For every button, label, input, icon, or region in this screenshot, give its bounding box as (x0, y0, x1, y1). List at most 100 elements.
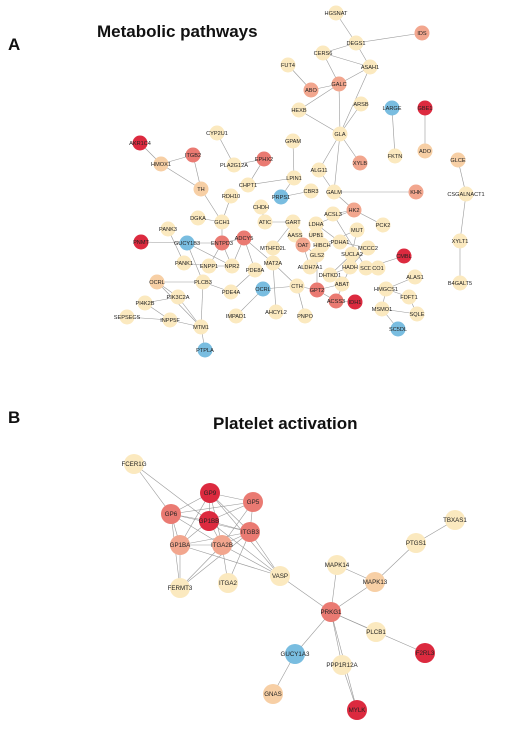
node-label: FKTN (388, 154, 403, 160)
node-label: HGSNAT (325, 11, 348, 17)
node-label: ABO (305, 88, 317, 94)
panel-title-b: Platelet activation (213, 414, 358, 433)
node-label: OCRL (149, 280, 165, 286)
node-label: FERMT3 (168, 585, 193, 592)
node-circle (311, 162, 327, 178)
node-gp9: GP9 (200, 483, 220, 503)
node-circle (352, 155, 368, 171)
node-label: GP6 (165, 511, 178, 518)
node-label: XYLT1 (452, 239, 469, 245)
node-label: PNPO (297, 314, 314, 320)
node-circle (212, 535, 232, 555)
node-circle (119, 309, 135, 325)
edge (298, 83, 340, 111)
node-circle (349, 222, 365, 238)
node-label: ITGB3 (241, 529, 259, 536)
node-label: PDHA1 (331, 240, 350, 246)
node-label: PLA2G12A (220, 163, 248, 169)
node-label: DEGS1 (347, 41, 366, 47)
node-label: ITGA2 (219, 580, 237, 587)
node-aldh7a1: ALDH7A1 (298, 259, 322, 275)
node-gp5: GP5 (243, 492, 263, 512)
node-label: ENPP1 (200, 264, 218, 270)
node-circle (257, 214, 273, 230)
node-itgb3: ITGB3 (240, 522, 260, 542)
node-label: GP1BB (199, 518, 220, 525)
node-circle (256, 151, 272, 167)
node-label: PNMT (133, 240, 149, 246)
node-circle (285, 133, 301, 149)
node-circle (315, 45, 331, 61)
node-label: RDH10 (222, 194, 240, 200)
node-label: PRPS1 (272, 195, 290, 201)
node-pank1: PANK1 (175, 255, 193, 271)
node-circle (285, 214, 301, 230)
node-degs1: DEGS1 (347, 35, 366, 51)
node-circle (409, 306, 425, 322)
node-circle (396, 248, 412, 264)
node-circle (322, 267, 338, 283)
node-abat: ABAT (334, 276, 350, 292)
node-label: CBR3 (304, 189, 319, 195)
node-label: TBXAS1 (443, 517, 467, 524)
node-fcer1g: FCER1G (121, 454, 147, 474)
node-cbr3: CBR3 (303, 183, 319, 199)
edge (133, 463, 210, 522)
node-circle (328, 293, 344, 309)
node-label: AHCYL2 (265, 310, 287, 316)
node-circle (265, 255, 281, 271)
edge (279, 575, 332, 613)
node-label: MSMO1 (372, 307, 393, 313)
node-sucla2: SUCLA2 (341, 246, 363, 262)
node-label: XYLB (353, 161, 368, 167)
panel-label-b: B (8, 408, 21, 427)
node-acss3: ACSS3 (327, 293, 345, 309)
node-entpd3: ENTPD3 (211, 235, 233, 251)
node-label: HIBCH (313, 243, 330, 249)
edge (140, 241, 188, 244)
node-label: CHPT1 (239, 183, 257, 189)
node-pde4a: PDE4A (222, 284, 240, 300)
node-circle (417, 100, 433, 116)
node-large: LARGE (383, 100, 402, 116)
node-label: GP5 (247, 499, 260, 506)
node-ocrl: OCRL (149, 274, 165, 290)
node-label: GALC (331, 82, 346, 88)
node-gla: GLA (332, 126, 348, 142)
node-label: ITGA2B (211, 542, 233, 549)
node-label: FDFT1 (400, 295, 417, 301)
node-sc5dl: SC5DL (389, 321, 407, 337)
node-label: GLCE (450, 158, 466, 164)
node-circle (133, 234, 149, 250)
node-label: ADO (419, 149, 432, 155)
node-circle (218, 573, 238, 593)
node-label: ALAS1 (406, 275, 423, 281)
edge (179, 531, 251, 589)
node-glce: GLCE (450, 152, 466, 168)
node-label: MAPK14 (325, 562, 350, 569)
node-xylt1: XYLT1 (452, 233, 469, 249)
node-gls2: GLS2 (309, 247, 325, 263)
edge (332, 213, 367, 269)
node-label: AASS (288, 233, 303, 239)
node-gch1: GCH1 (214, 214, 230, 230)
node-label: CHDH (253, 205, 269, 211)
node-circle (214, 214, 230, 230)
node-circle (295, 237, 311, 253)
node-khk: KHK (408, 184, 424, 200)
node-label: ATIC (259, 220, 271, 226)
edge (160, 163, 202, 190)
node-label: MCCC2 (358, 246, 378, 252)
node-cth: CTH (289, 278, 305, 294)
node-label: SQLE (410, 312, 425, 318)
node-label: PCK2 (376, 223, 391, 229)
node-circle (201, 258, 217, 274)
node-circle (406, 533, 426, 553)
node-circle (384, 100, 400, 116)
node-circle (415, 643, 435, 663)
edge (247, 177, 295, 186)
node-label: PTGS1 (406, 540, 427, 547)
node-label: PIK3C2A (166, 295, 189, 301)
node-itga2: ITGA2 (218, 573, 238, 593)
node-label: IDS (417, 31, 427, 37)
